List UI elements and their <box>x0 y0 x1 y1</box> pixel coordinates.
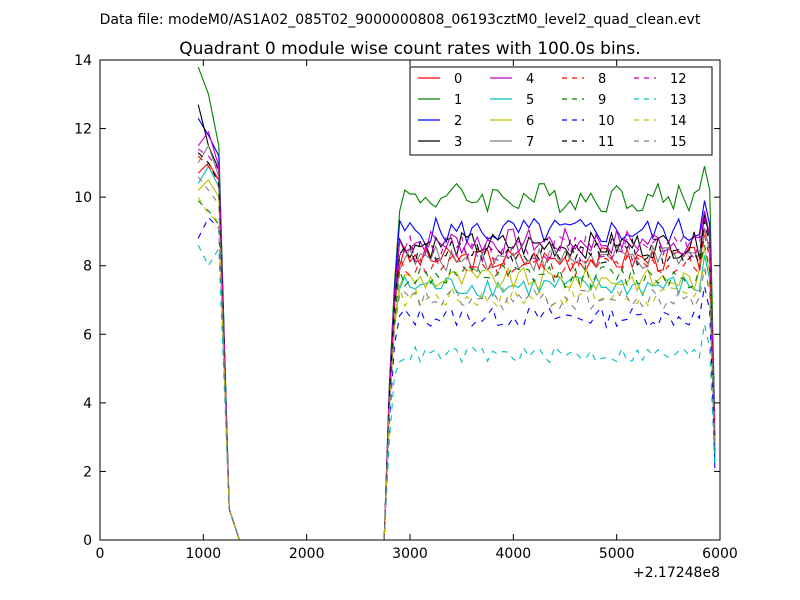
x-tick-label: 5000 <box>599 546 635 562</box>
figure-suptitle: Data file: modeM0/AS1A02_085T02_90000008… <box>100 12 701 28</box>
legend-label: 5 <box>526 93 534 108</box>
series-line-2 <box>197 118 716 541</box>
series-line-4 <box>197 130 716 541</box>
legend-label: 4 <box>526 72 534 87</box>
series-line-8 <box>197 155 716 541</box>
legend-label: 11 <box>598 135 615 150</box>
series-line-6 <box>197 179 716 541</box>
legend-label: 8 <box>598 72 606 87</box>
series-line-15 <box>197 176 716 541</box>
legend-label: 0 <box>454 72 462 87</box>
series-line-13 <box>197 244 716 541</box>
y-tick-label: 10 <box>74 190 92 206</box>
legend-label: 6 <box>526 114 534 129</box>
x-tick-label: 0 <box>96 546 105 562</box>
legend-label: 3 <box>454 135 462 150</box>
series-line-12 <box>197 148 716 541</box>
legend-label: 12 <box>670 72 687 87</box>
legend-label: 13 <box>670 93 687 108</box>
chart-title: Quadrant 0 module wise count rates with … <box>179 39 640 59</box>
legend-box <box>409 66 713 156</box>
series-line-3 <box>197 104 716 541</box>
y-tick-label: 4 <box>83 396 92 412</box>
y-tick-label: 2 <box>83 464 92 480</box>
legend-label: 2 <box>454 114 462 129</box>
y-tick-label: 12 <box>74 122 92 138</box>
x-offset-label: +2.17248e8 <box>633 565 720 581</box>
y-tick-label: 0 <box>83 533 92 549</box>
x-tick-label: 3000 <box>392 546 428 562</box>
series-line-14 <box>197 196 716 541</box>
legend-label: 1 <box>454 93 462 108</box>
series-line-1 <box>197 66 716 541</box>
legend-label: 9 <box>598 93 606 108</box>
x-tick-label: 4000 <box>496 546 532 562</box>
y-tick-label: 6 <box>83 327 92 343</box>
x-tick-label: 1000 <box>186 546 222 562</box>
y-tick-label: 8 <box>83 259 92 275</box>
series-line-11 <box>197 152 716 541</box>
series-lines <box>197 66 716 541</box>
x-tick-label: 2000 <box>289 546 325 562</box>
x-tick-label: 6000 <box>702 546 738 562</box>
legend-label: 7 <box>526 135 534 150</box>
legend-label: 14 <box>670 114 687 129</box>
series-line-10 <box>197 216 716 541</box>
y-tick-label: 14 <box>74 53 92 69</box>
legend-label: 15 <box>670 135 687 150</box>
plot-frame <box>99 59 721 541</box>
legend-label: 10 <box>598 114 615 129</box>
